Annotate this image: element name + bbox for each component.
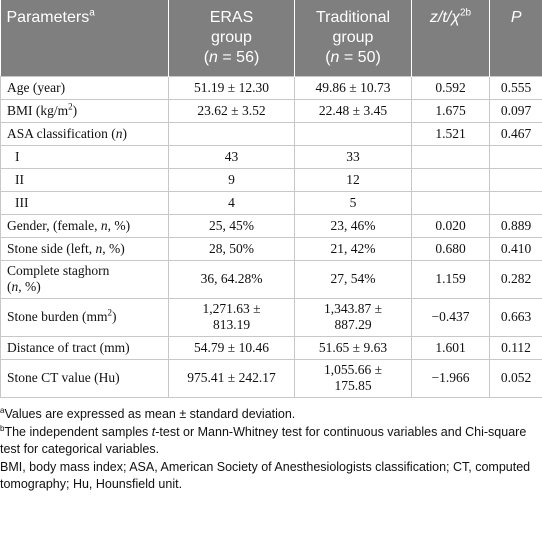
cell-p-value: 0.052 bbox=[489, 358, 542, 398]
cell-parameter: ASA classification (n) bbox=[0, 121, 169, 146]
table-row: Complete staghorn (n, %) 36, 64.28% 27, 54%… bbox=[0, 259, 542, 299]
cell-traditional: 27, 54% bbox=[294, 259, 412, 299]
cell-parameter: Stone side (left, n, %) bbox=[0, 236, 169, 261]
cell-p-value: 0.112 bbox=[489, 335, 542, 360]
cell-statistic: 0.592 bbox=[411, 75, 490, 100]
table-container: Parametersa ERAS group (n = 56) Traditio… bbox=[0, 0, 542, 493]
header-traditional-group: Traditional group (n = 50) bbox=[294, 0, 412, 76]
cell-p-value: 0.555 bbox=[489, 75, 542, 100]
table-row: III 4 5 bbox=[0, 190, 542, 215]
footnote-b: bThe independent samples t-test or Mann-… bbox=[0, 423, 527, 456]
cell-eras: 36, 64.28% bbox=[168, 259, 295, 299]
cell-eras: 975.41 ± 242.17 bbox=[168, 358, 295, 398]
cell-p-value bbox=[489, 144, 542, 169]
header-p-value: P bbox=[489, 0, 542, 76]
header-statistic: z/t/χ2b bbox=[411, 0, 490, 76]
table-row: I 43 33 bbox=[0, 144, 542, 169]
cell-eras: 43 bbox=[168, 144, 295, 169]
cell-parameter: Stone burden (mm2) bbox=[0, 297, 169, 337]
header-eras-group: ERAS group (n = 56) bbox=[168, 0, 295, 76]
cell-parameter: Complete staghorn (n, %) bbox=[0, 259, 169, 299]
cell-traditional: 21, 42% bbox=[294, 236, 412, 261]
footnote-a: aValues are expressed as mean ± standard… bbox=[0, 405, 296, 421]
cell-parameter: Stone CT value (Hu) bbox=[0, 358, 169, 398]
cell-traditional: 22.48 ± 3.45 bbox=[294, 98, 412, 123]
cell-p-value: 0.282 bbox=[489, 259, 542, 299]
cell-eras: 54.79 ± 10.46 bbox=[168, 335, 295, 360]
cell-p-value bbox=[489, 190, 542, 215]
cell-statistic: 0.020 bbox=[411, 213, 490, 238]
cell-traditional: 23, 46% bbox=[294, 213, 412, 238]
cell-p-value bbox=[489, 167, 542, 192]
table-row: Stone burden (mm2) 1,271.63 ±813.19 1,343.… bbox=[0, 297, 542, 337]
table-row: Stone side (left, n, %) 28, 50% 21, 42% 0.6… bbox=[0, 236, 542, 261]
cell-statistic: 0.680 bbox=[411, 236, 490, 261]
cell-p-value: 0.410 bbox=[489, 236, 542, 261]
cell-parameter: Gender, (female, n, %) bbox=[0, 213, 169, 238]
cell-traditional: 12 bbox=[294, 167, 412, 192]
cell-eras: 23.62 ± 3.52 bbox=[168, 98, 295, 123]
table-row: ASA classification (n) 1.521 0.467 bbox=[0, 121, 542, 146]
table-row: BMI (kg/m2) 23.62 ± 3.52 22.48 ± 3.45 1.675… bbox=[0, 98, 542, 123]
cell-statistic: −0.437 bbox=[411, 297, 490, 337]
cell-traditional: 33 bbox=[294, 144, 412, 169]
cell-eras: 1,271.63 ±813.19 bbox=[168, 297, 295, 337]
cell-traditional: 51.65 ± 9.63 bbox=[294, 335, 412, 360]
cell-traditional: 49.86 ± 10.73 bbox=[294, 75, 412, 100]
cell-p-value: 0.467 bbox=[489, 121, 542, 146]
cell-parameter: I bbox=[0, 144, 169, 169]
cell-statistic bbox=[411, 167, 490, 192]
footnote-abbreviations: BMI, body mass index; ASA, American Soci… bbox=[0, 460, 531, 491]
cell-traditional: 1,055.66 ±175.85 bbox=[294, 358, 412, 398]
results-table: Parametersa ERAS group (n = 56) Traditio… bbox=[0, 0, 542, 398]
cell-p-value: 0.663 bbox=[489, 297, 542, 337]
table-row: Age (year) 51.19 ± 12.30 49.86 ± 10.73 0.59… bbox=[0, 75, 542, 100]
cell-parameter: Distance of tract (mm) bbox=[0, 335, 169, 360]
cell-traditional bbox=[294, 121, 412, 146]
cell-parameter: II bbox=[0, 167, 169, 192]
table-footnotes: aValues are expressed as mean ± standard… bbox=[0, 398, 542, 493]
cell-statistic: 1.601 bbox=[411, 335, 490, 360]
cell-eras bbox=[168, 121, 295, 146]
header-parameters: Parametersa bbox=[0, 0, 169, 76]
cell-p-value: 0.097 bbox=[489, 98, 542, 123]
cell-eras: 25, 45% bbox=[168, 213, 295, 238]
cell-traditional: 1,343.87 ±887.29 bbox=[294, 297, 412, 337]
cell-statistic: 1.159 bbox=[411, 259, 490, 299]
cell-statistic bbox=[411, 144, 490, 169]
table-body: Age (year) 51.19 ± 12.30 49.86 ± 10.73 0.59… bbox=[0, 75, 542, 398]
table-header: Parametersa ERAS group (n = 56) Traditio… bbox=[0, 0, 542, 76]
cell-statistic bbox=[411, 190, 490, 215]
cell-statistic: 1.675 bbox=[411, 98, 490, 123]
cell-statistic: 1.521 bbox=[411, 121, 490, 146]
cell-parameter: III bbox=[0, 190, 169, 215]
cell-eras: 4 bbox=[168, 190, 295, 215]
cell-parameter: BMI (kg/m2) bbox=[0, 98, 169, 123]
cell-eras: 9 bbox=[168, 167, 295, 192]
cell-eras: 28, 50% bbox=[168, 236, 295, 261]
cell-parameter: Age (year) bbox=[0, 75, 169, 100]
cell-statistic: −1.966 bbox=[411, 358, 490, 398]
table-row: II 9 12 bbox=[0, 167, 542, 192]
table-row: Gender, (female, n, %) 25, 45% 23, 46% 0.02… bbox=[0, 213, 542, 238]
table-row: Distance of tract (mm) 54.79 ± 10.46 51.65… bbox=[0, 335, 542, 360]
table-row: Stone CT value (Hu) 975.41 ± 242.17 1,055.… bbox=[0, 358, 542, 398]
header-row: Parametersa ERAS group (n = 56) Traditio… bbox=[0, 0, 542, 76]
cell-traditional: 5 bbox=[294, 190, 412, 215]
cell-p-value: 0.889 bbox=[489, 213, 542, 238]
cell-eras: 51.19 ± 12.30 bbox=[168, 75, 295, 100]
